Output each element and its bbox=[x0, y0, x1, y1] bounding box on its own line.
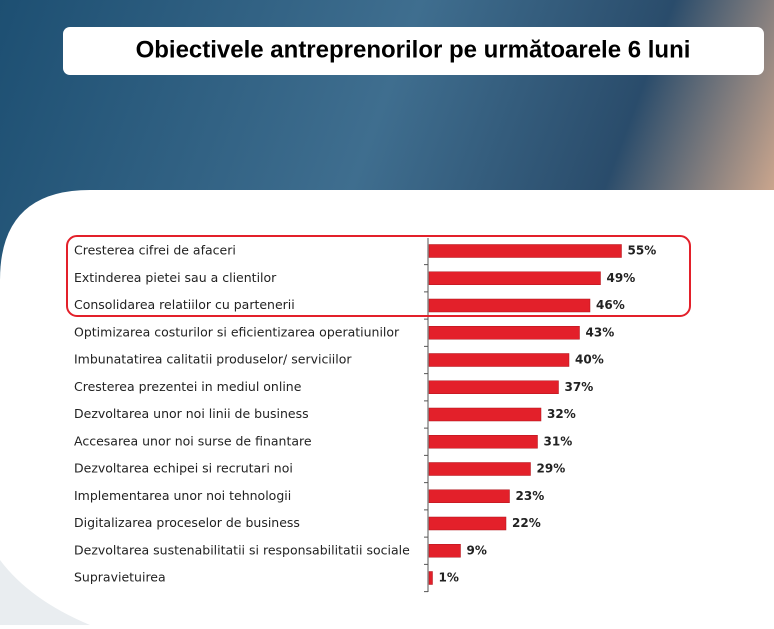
bar bbox=[428, 435, 538, 449]
bar bbox=[428, 407, 542, 422]
bar bbox=[428, 489, 510, 503]
category-label: Cresterea cifrei de afaceri bbox=[74, 243, 236, 258]
plot: Cresterea cifrei de afaceri 55% Extinderea… bbox=[74, 243, 657, 593]
category-label: Accesarea unor noi surse de finantare bbox=[74, 433, 312, 448]
value-label: 1% bbox=[439, 571, 459, 585]
category-label: Implementarea unor noi tehnologii bbox=[74, 488, 291, 503]
bar bbox=[428, 571, 433, 585]
value-label: 22% bbox=[512, 516, 541, 530]
value-label: 49% bbox=[607, 271, 636, 285]
highlight-box bbox=[66, 235, 691, 317]
value-label: 9% bbox=[467, 543, 487, 557]
chart-title: Obiectivele antreprenorilor pe următoare… bbox=[136, 36, 691, 63]
category-label: Digitalizarea proceselor de business bbox=[74, 515, 300, 530]
category-label: Cresterea prezentei in mediul online bbox=[74, 379, 302, 394]
bar bbox=[428, 462, 531, 476]
bar bbox=[428, 380, 559, 394]
category-label: Dezvoltarea echipei si recrutari noi bbox=[74, 461, 293, 476]
category-label: Extinderea pietei sau a clientilor bbox=[74, 270, 277, 285]
value-label: 40% bbox=[575, 353, 604, 367]
category-label: Dezvoltarea sustenabilitatii si responsa… bbox=[74, 542, 410, 557]
value-label: 29% bbox=[537, 462, 566, 476]
bar bbox=[428, 298, 591, 313]
category-label: Supravietuirea bbox=[74, 570, 166, 585]
value-label: 23% bbox=[516, 489, 545, 503]
value-label: 37% bbox=[565, 380, 594, 394]
category-label: Dezvoltarea unor noi linii de business bbox=[74, 406, 309, 421]
category-label: Optimizarea costurilor si eficientizarea… bbox=[74, 324, 400, 339]
bar bbox=[428, 244, 622, 258]
bar bbox=[428, 271, 601, 285]
value-label: 46% bbox=[596, 298, 625, 312]
value-label: 31% bbox=[544, 434, 573, 448]
category-label: Consolidarea relatiilor cu partenerii bbox=[74, 297, 295, 312]
category-label: Imbunatatirea calitatii produselor/ serv… bbox=[74, 352, 352, 367]
bar bbox=[428, 516, 507, 531]
bar bbox=[428, 326, 580, 340]
bar bbox=[428, 353, 570, 367]
value-label: 32% bbox=[547, 407, 576, 421]
bar bbox=[428, 544, 461, 558]
title-box bbox=[63, 27, 764, 75]
value-label: 43% bbox=[586, 325, 615, 339]
value-label: 55% bbox=[628, 244, 657, 258]
